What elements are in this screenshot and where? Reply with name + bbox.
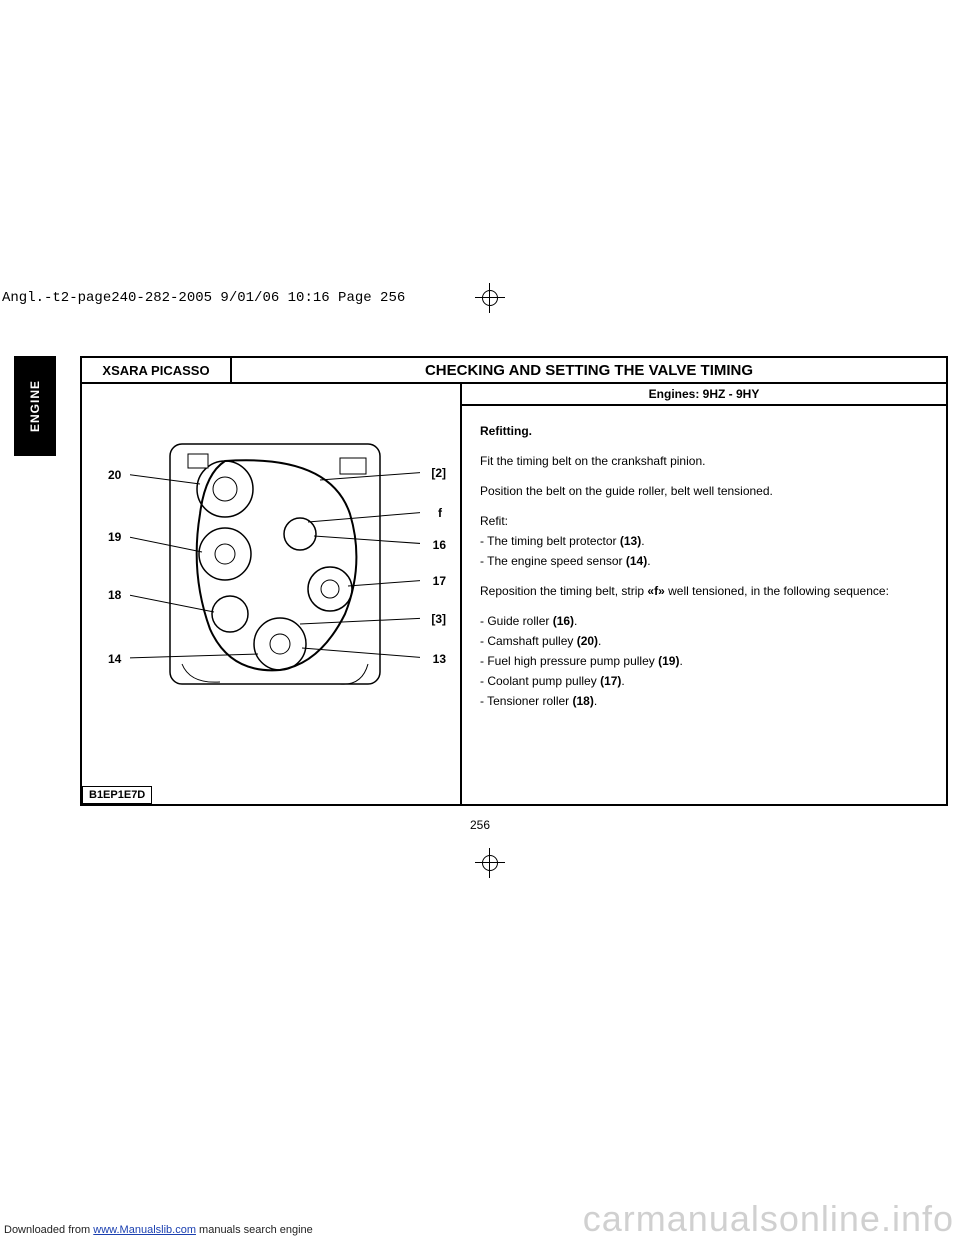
instr-p1: Fit the timing belt on the crankshaft pi…	[480, 452, 928, 470]
seq-1: - Guide roller (16).	[480, 612, 928, 630]
callout-20: 20	[108, 468, 121, 482]
seq-5: - Tensioner roller (18).	[480, 692, 928, 710]
seq-3: - Fuel high pressure pump pulley (19).	[480, 652, 928, 670]
seq-2: - Camshaft pulley (20).	[480, 632, 928, 650]
refit-line-1: - The timing belt protector (13).	[480, 532, 928, 550]
refit-label: Refit:	[480, 512, 928, 530]
engine-diagram	[130, 414, 420, 714]
text-panel: Engines: 9HZ - 9HY Refitting. Fit the ti…	[462, 384, 946, 804]
side-tab-label: ENGINE	[28, 380, 42, 432]
callout-bracket-2: [2]	[431, 466, 446, 480]
side-tab-engine: ENGINE	[14, 356, 56, 456]
refit-line-2: - The engine speed sensor (14).	[480, 552, 928, 570]
crop-mark-bottom	[475, 848, 505, 878]
seq-4: - Coolant pump pulley (17).	[480, 672, 928, 690]
model-name: XSARA PICASSO	[82, 358, 232, 382]
instr-p2: Position the belt on the guide roller, b…	[480, 482, 928, 500]
engines-line: Engines: 9HZ - 9HY	[462, 384, 946, 406]
instructions-text: Refitting. Fit the timing belt on the cr…	[462, 406, 946, 804]
callout-16: 16	[433, 538, 446, 552]
callout-17: 17	[433, 574, 446, 588]
download-footer: Downloaded from www.Manualslib.com manua…	[4, 1224, 313, 1236]
footer-post: manuals search engine	[196, 1224, 313, 1236]
print-header: Angl.-t2-page240-282-2005 9/01/06 10:16 …	[2, 290, 405, 306]
callout-19: 19	[108, 530, 121, 544]
callout-14: 14	[108, 652, 121, 666]
watermark: carmanualsonline.info	[583, 1198, 954, 1240]
callout-bracket-3: [3]	[431, 612, 446, 626]
content-box: XSARA PICASSO CHECKING AND SETTING THE V…	[80, 356, 948, 806]
callout-18: 18	[108, 588, 121, 602]
page-title: CHECKING AND SETTING THE VALVE TIMING	[232, 358, 946, 382]
manualslib-link[interactable]: www.Manualslib.com	[93, 1224, 196, 1236]
callout-f: f	[438, 506, 442, 520]
callout-13: 13	[433, 652, 446, 666]
crop-mark-top	[475, 283, 505, 313]
page-number: 256	[0, 818, 960, 832]
footer-pre: Downloaded from	[4, 1224, 93, 1236]
refitting-title: Refitting.	[480, 424, 532, 438]
image-reference: B1EP1E7D	[82, 786, 152, 804]
instr-p3: Reposition the timing belt, strip «f» we…	[480, 582, 928, 600]
figure-panel: 20 19 18 14 [2] f 16 17 [3] 13	[82, 384, 462, 804]
header-row: XSARA PICASSO CHECKING AND SETTING THE V…	[82, 358, 946, 384]
